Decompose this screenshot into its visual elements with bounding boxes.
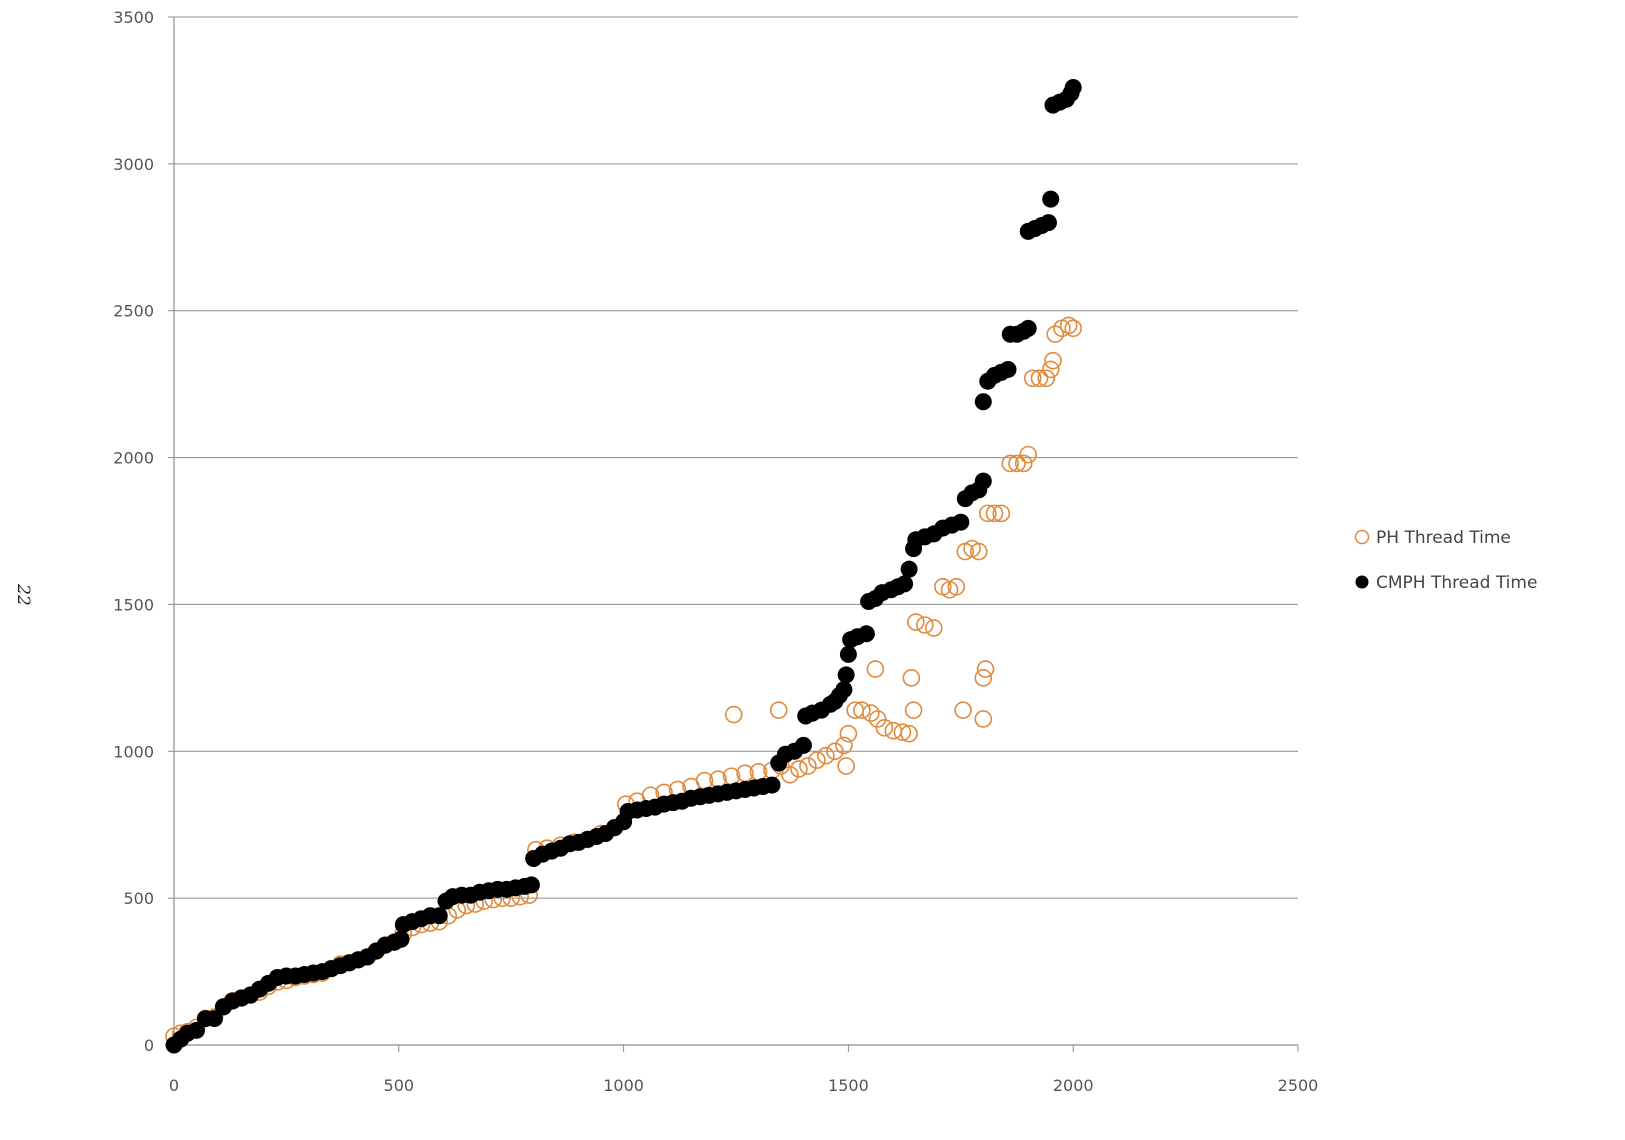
x-tick-label: 1000 [603, 1076, 644, 1095]
cmph-point [900, 560, 918, 578]
legend-cmph-label: CMPH Thread Time [1376, 573, 1537, 593]
y-tick-labels: 0 500 1000 1500 2000 2500 3000 3500 [113, 8, 154, 1055]
ph-point [925, 619, 943, 637]
gridlines [174, 16, 1298, 899]
ph-point [790, 760, 808, 778]
ph-point [875, 718, 894, 737]
ph-point [1019, 445, 1038, 464]
ph-point [826, 742, 844, 761]
x-tick-label: 0 [169, 1076, 179, 1095]
ph-point [974, 669, 993, 687]
ph-point [1041, 360, 1060, 379]
cmph-point [430, 907, 448, 925]
cmph-point [1019, 319, 1037, 337]
y-tick-label: 500 [123, 889, 154, 908]
cmph-point [392, 930, 410, 948]
x-tick-label: 500 [384, 1076, 415, 1095]
ph-point [1001, 454, 1020, 473]
ph-point [902, 669, 921, 687]
y-tick-label: 3500 [113, 8, 154, 27]
ph-point [866, 660, 885, 678]
cmph-point [999, 360, 1017, 378]
ph-point [985, 504, 1004, 523]
ph-point [839, 724, 858, 743]
series-ph-thread-time [165, 316, 1082, 1045]
cmph-point [974, 472, 992, 490]
y-tick-label: 1500 [113, 595, 154, 614]
cmph-point [794, 736, 812, 754]
ph-point [954, 701, 972, 719]
ph-point [969, 542, 988, 561]
ph-point [1064, 319, 1082, 338]
ph-point [1030, 369, 1049, 388]
cmph-point [857, 625, 875, 643]
ph-point [769, 701, 788, 719]
cmph-point [1039, 214, 1057, 232]
ph-point [1008, 454, 1026, 473]
ph-point [1014, 454, 1033, 473]
ph-point [835, 736, 853, 755]
x-tick-label: 2000 [1053, 1076, 1094, 1095]
ph-point [853, 701, 871, 719]
ph-point [893, 723, 912, 741]
cmph-point [522, 876, 540, 894]
cmph-point [839, 645, 857, 663]
axes [168, 16, 1299, 1052]
ph-point [724, 705, 743, 724]
ph-point [900, 724, 918, 743]
ph-point [1044, 351, 1062, 370]
cmph-point [763, 776, 781, 794]
ph-point [978, 504, 997, 523]
cmph-point [896, 575, 914, 593]
ph-point [904, 701, 923, 719]
cmph-point [1042, 190, 1060, 208]
cmph-point [974, 393, 992, 411]
legend-ph-marker [1354, 529, 1370, 545]
y-tick-label: 2500 [113, 302, 154, 321]
legend: PH Thread Time CMPH Thread Time [1354, 528, 1537, 593]
ph-point [1037, 369, 1056, 388]
x-tick-labels: 0 500 1000 1500 2000 2500 [169, 1076, 1318, 1095]
ph-point [907, 613, 925, 631]
legend-ph-label: PH Thread Time [1376, 528, 1511, 548]
y-tick-label: 2000 [113, 449, 154, 468]
ph-point [862, 704, 880, 722]
ph-point [992, 504, 1011, 523]
cmph-point [837, 666, 855, 684]
ph-point [799, 757, 817, 775]
y-tick-label: 0 [144, 1036, 154, 1055]
ph-point [1059, 316, 1078, 335]
series-cmph-thread-time [165, 78, 1082, 1054]
x-tick-label: 2500 [1278, 1076, 1319, 1095]
cmph-point [1064, 78, 1082, 96]
cmph-point [187, 1021, 205, 1039]
ph-point [781, 765, 799, 784]
cmph-point [205, 1010, 223, 1028]
x-tick-label: 1500 [828, 1076, 869, 1095]
ph-point [817, 746, 835, 765]
cmph-point [835, 681, 853, 699]
y-tick-label: 1000 [113, 742, 154, 761]
ph-point [1046, 325, 1065, 344]
ph-point [808, 751, 826, 769]
ph-point [976, 660, 995, 678]
ph-point [916, 616, 934, 634]
ph-point [947, 578, 966, 596]
cmph-point [952, 513, 970, 531]
ph-point [1023, 369, 1042, 388]
legend-cmph-marker [1355, 575, 1369, 589]
ph-point [974, 710, 993, 728]
y-tick-label: 3000 [113, 155, 154, 174]
ph-point [868, 710, 887, 728]
ph-point [837, 757, 855, 775]
